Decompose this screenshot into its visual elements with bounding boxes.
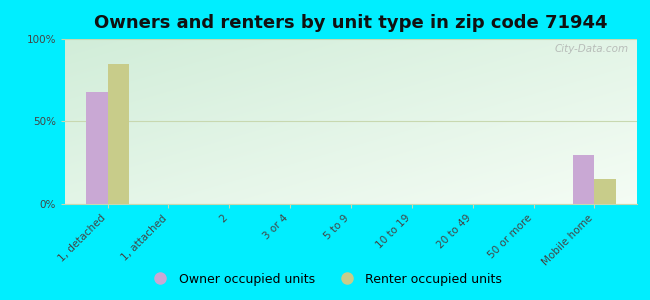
Bar	[573, 154, 594, 204]
Bar	[86, 92, 108, 204]
Title: Owners and renters by unit type in zip code 71944: Owners and renters by unit type in zip c…	[94, 14, 608, 32]
Bar	[594, 179, 616, 204]
Legend: Owner occupied units, Renter occupied units: Owner occupied units, Renter occupied un…	[143, 268, 507, 291]
Text: City-Data.com: City-Data.com	[554, 44, 629, 54]
Bar	[108, 64, 129, 204]
